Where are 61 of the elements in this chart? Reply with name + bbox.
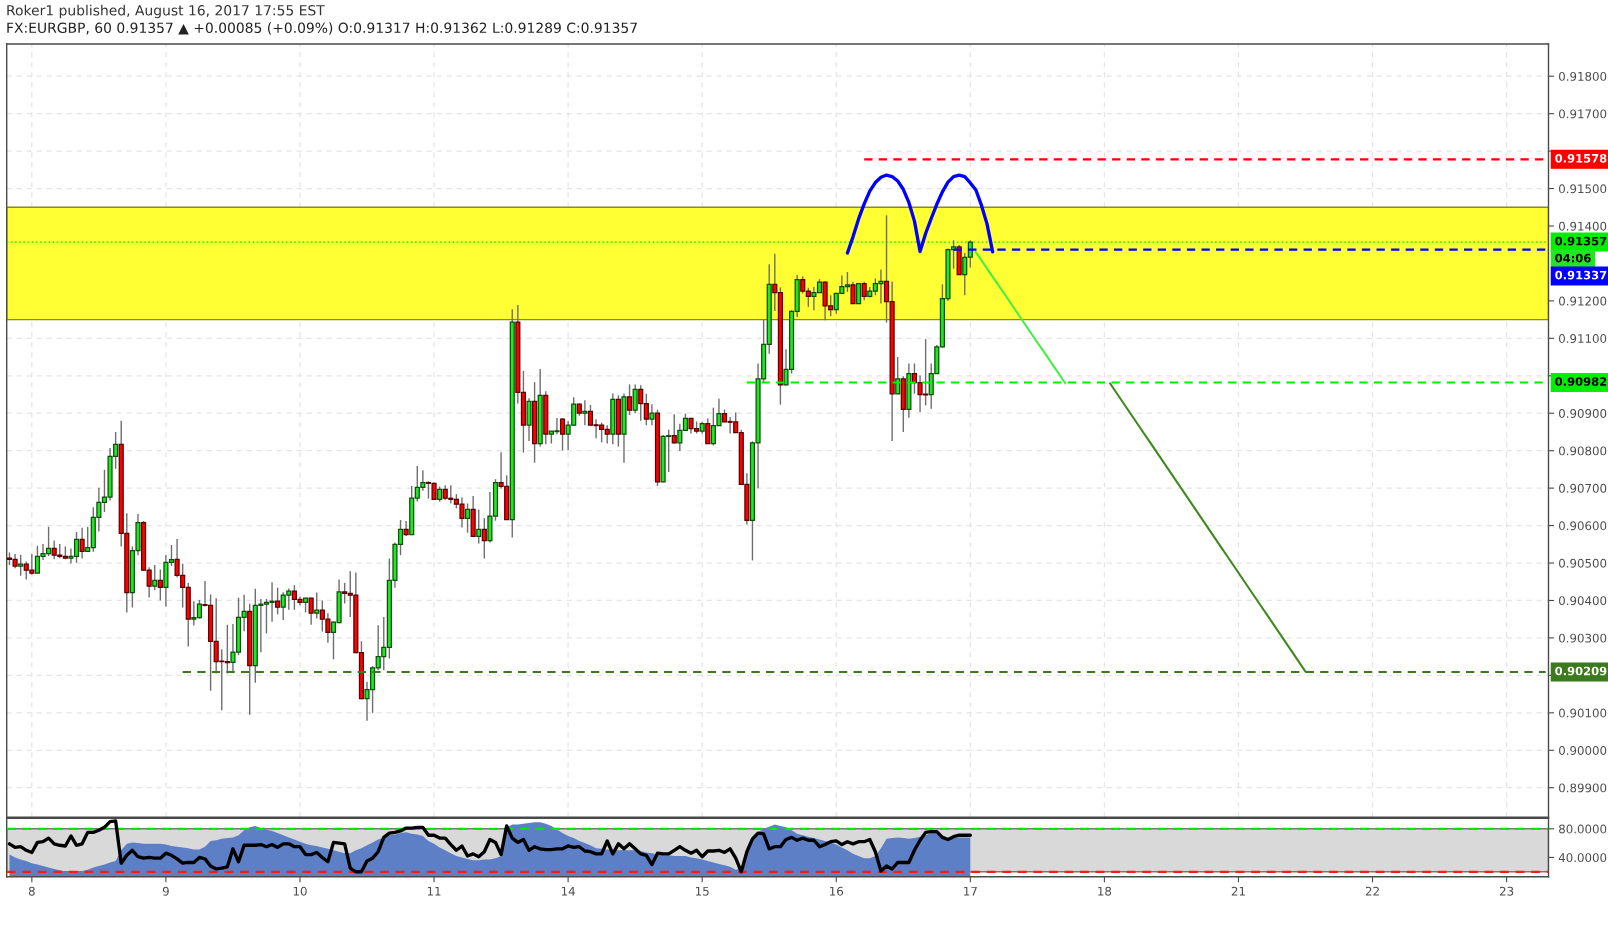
data-label: 0.90209: [1555, 666, 1607, 676]
y-tick-label: 80.0000: [1559, 824, 1607, 834]
y-tick-label: 0.90800: [1559, 446, 1607, 456]
candlestick: [481, 517, 487, 560]
x-tick-label: 11: [427, 886, 441, 896]
y-tick-label: 40.0000: [1558, 853, 1607, 863]
candlestick: [464, 502, 471, 534]
data-label: 0.91337: [1555, 270, 1607, 280]
x-tick-label: 23: [1499, 886, 1514, 896]
candlestick: [18, 554, 24, 577]
y-tick-label: 0.89900: [1559, 783, 1607, 793]
y-tick-label: 0.91100: [1559, 334, 1607, 343]
y-tick-label: 0.90000: [1559, 745, 1607, 755]
candlestick: [632, 383, 638, 414]
y-tick-label: 0.90600: [1559, 521, 1607, 531]
x-tick-label: 14: [561, 886, 575, 896]
y-tick-label: 0.90100: [1559, 708, 1607, 718]
data-label: 0.90982: [1555, 377, 1607, 386]
candlestick: [705, 417, 711, 445]
y-tick-label: 0.91200: [1559, 296, 1607, 306]
candlestick: [626, 383, 633, 416]
x-tick-label: 8: [28, 886, 35, 896]
data-label: 0.91578: [1555, 153, 1607, 163]
candlestick: [157, 568, 163, 602]
x-tick-label: 16: [830, 886, 844, 896]
chart-title: Roker1 published, August 16, 2017 17:55 EST: [7, 4, 325, 19]
ref-line-label: 0.91357: [1555, 236, 1607, 246]
x-tick-label: 18: [1098, 886, 1112, 896]
y-tick-label: 0.90300: [1559, 633, 1607, 643]
y-tick-label: 0.91700: [1559, 109, 1607, 119]
candlestick: [314, 591, 320, 620]
x-tick-label: 9: [162, 886, 169, 896]
x-tick-label: 21: [1231, 886, 1245, 896]
candlestick: [582, 399, 588, 426]
candlestick: [275, 587, 281, 616]
x-tick-label: 15: [695, 886, 709, 896]
y-tick-label: 0.90400: [1559, 596, 1607, 606]
candlestick: [671, 413, 677, 444]
candlestick: [476, 508, 482, 545]
candlestick: [526, 397, 532, 442]
x-tick-label: 10: [293, 886, 307, 896]
line-series: [974, 251, 1067, 385]
y-tick-label: 0.90700: [1559, 483, 1607, 493]
x-tick-label: 22: [1365, 886, 1379, 896]
candlestick: [649, 403, 655, 426]
candlestick: [856, 283, 862, 305]
candlestick: [79, 527, 85, 560]
y-tick-label: 0.91500: [1559, 184, 1607, 194]
y-tick-label: 0.91800: [1559, 71, 1607, 81]
candlestick: [308, 597, 314, 626]
line-series: [1108, 382, 1307, 673]
y-tick-label: 0.90500: [1559, 558, 1607, 568]
candlestick: [861, 281, 867, 301]
text: 04:06: [1555, 253, 1591, 263]
chart-subtitle: FX:EURGBP, 60 0.91357 ▲ +0.00085 (+0.09%) O:0.91317 H:0.91362 L:0.91289 C:0.91357: [7, 22, 637, 35]
candlestick: [559, 417, 566, 452]
x-tick-label: 17: [964, 886, 977, 896]
y-tick-label: 0.90900: [1559, 408, 1607, 418]
candlestick: [152, 564, 158, 591]
candlestick: [850, 281, 856, 305]
y-tick-label: 0.91400: [1559, 221, 1607, 231]
